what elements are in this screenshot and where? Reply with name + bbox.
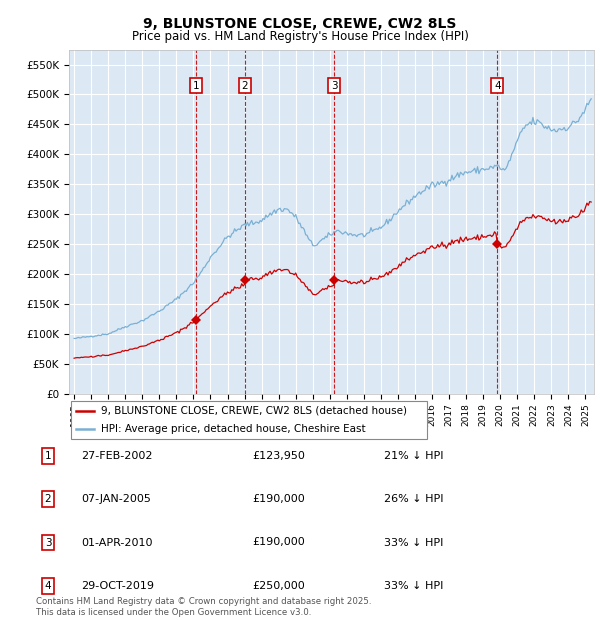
Text: 3: 3: [331, 81, 337, 91]
Text: 2: 2: [44, 494, 52, 504]
Text: 29-OCT-2019: 29-OCT-2019: [81, 581, 154, 591]
FancyBboxPatch shape: [71, 401, 427, 439]
Text: 9, BLUNSTONE CLOSE, CREWE, CW2 8LS (detached house): 9, BLUNSTONE CLOSE, CREWE, CW2 8LS (deta…: [101, 405, 407, 416]
Text: 33% ↓ HPI: 33% ↓ HPI: [384, 581, 443, 591]
Text: 1: 1: [44, 451, 52, 461]
Text: HPI: Average price, detached house, Cheshire East: HPI: Average price, detached house, Ches…: [101, 424, 366, 435]
Text: Price paid vs. HM Land Registry's House Price Index (HPI): Price paid vs. HM Land Registry's House …: [131, 30, 469, 43]
Text: £123,950: £123,950: [252, 451, 305, 461]
Text: £190,000: £190,000: [252, 494, 305, 504]
Text: £190,000: £190,000: [252, 538, 305, 547]
Text: 2: 2: [242, 81, 248, 91]
Text: £250,000: £250,000: [252, 581, 305, 591]
Text: 21% ↓ HPI: 21% ↓ HPI: [384, 451, 443, 461]
Text: 26% ↓ HPI: 26% ↓ HPI: [384, 494, 443, 504]
Text: 33% ↓ HPI: 33% ↓ HPI: [384, 538, 443, 547]
Text: 1: 1: [193, 81, 199, 91]
Text: Contains HM Land Registry data © Crown copyright and database right 2025.
This d: Contains HM Land Registry data © Crown c…: [36, 598, 371, 617]
Text: 27-FEB-2002: 27-FEB-2002: [81, 451, 152, 461]
Text: 4: 4: [44, 581, 52, 591]
Text: 01-APR-2010: 01-APR-2010: [81, 538, 152, 547]
Text: 07-JAN-2005: 07-JAN-2005: [81, 494, 151, 504]
Text: 9, BLUNSTONE CLOSE, CREWE, CW2 8LS: 9, BLUNSTONE CLOSE, CREWE, CW2 8LS: [143, 17, 457, 32]
Text: 3: 3: [44, 538, 52, 547]
Text: 4: 4: [494, 81, 500, 91]
